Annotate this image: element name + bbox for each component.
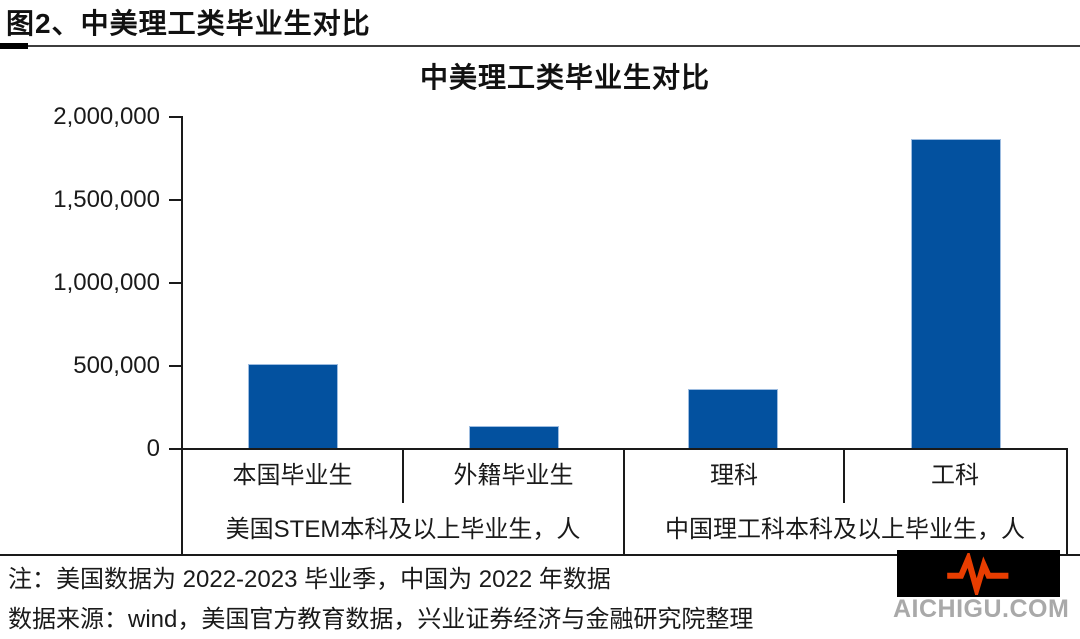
table-group-boundary [623,448,625,556]
y-tick-label: 0 [146,435,160,462]
chart-title: 中美理工类毕业生对比 [419,62,710,93]
y-tick-mark [169,448,182,450]
x-category-label: 理科 [710,462,758,489]
y-tick-label: 1,500,000 [53,186,160,213]
y-tick-label: 1,000,000 [53,269,160,296]
y-tick-label: 2,000,000 [53,103,160,130]
pulse-heartbeat-icon [946,552,1008,595]
table-border-left [181,448,183,556]
bottom-rule-divider [0,554,1080,556]
top-rule-divider [0,45,1080,47]
x-group-label-us: 美国STEM本科及以上毕业生，人 [225,516,581,543]
table-border-right [1066,448,1068,556]
watermark-text: AICHIGU.COM [893,595,1070,623]
table-separator-china [843,448,845,503]
top-rule-accent [0,43,28,49]
x-group-label-china: 中国理工科本科及以上毕业生，人 [665,516,1025,543]
watermark-logo-box [897,550,1060,597]
table-separator-us [402,448,404,503]
chart-source: 数据来源：wind，美国官方教育数据，兴业证券经济与金融研究院整理 [8,606,754,633]
x-category-label: 本国毕业生 [232,462,353,489]
figure-heading: 图2、中美理工类毕业生对比 [6,8,371,39]
y-axis-line [181,116,183,450]
y-tick-label: 500,000 [73,352,160,379]
y-tick-mark [169,199,182,201]
y-tick-mark [169,116,182,118]
bar-china-science-graduates [688,389,778,449]
x-category-label: 外籍毕业生 [453,462,574,489]
bar-us-domestic-graduates [248,364,338,449]
chart-note: 注：美国数据为 2022-2023 毕业季，中国为 2022 年数据 [8,566,611,593]
bar-china-engineering-graduates [911,139,1001,449]
y-tick-mark [169,365,182,367]
x-category-label: 工科 [931,462,979,489]
y-tick-mark [169,282,182,284]
bar-us-foreign-graduates [469,425,559,449]
